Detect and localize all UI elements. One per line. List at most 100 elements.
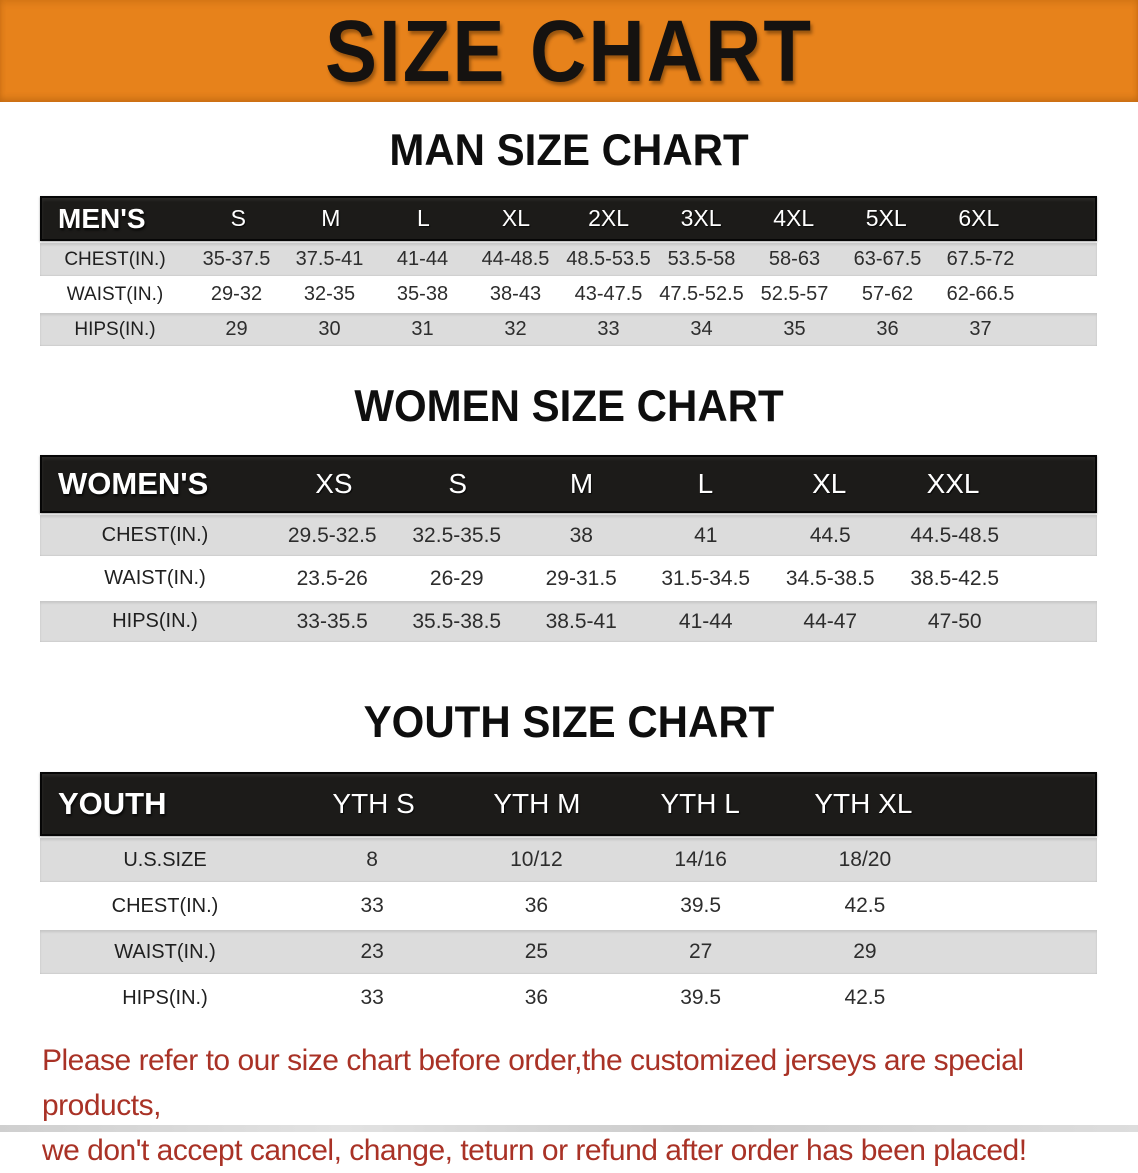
women-column-header: S (448, 468, 468, 499)
youth-row-label: WAIST(IN.) (114, 940, 216, 963)
men-column-header: 6XL (958, 205, 1000, 231)
youth-value-cell: 33 (360, 894, 384, 917)
men-section-heading: MAN SIZE CHART (389, 124, 749, 175)
women-value-cell: 44-47 (803, 609, 858, 633)
youth-value-cell: 39.5 (680, 894, 722, 917)
men-column-header: 5XL (865, 205, 907, 231)
men-table-header-row: MEN'S S M L XL 2XL 3XL 4XL 5XL 6XL (40, 196, 1097, 241)
women-column-header: XS (315, 468, 353, 499)
men-value-cell: 67.5-72 (946, 248, 1015, 270)
youth-section-heading: YOUTH SIZE CHART (363, 696, 775, 747)
youth-table-header-row: YOUTH YTH S YTH M YTH L YTH XL (40, 772, 1097, 836)
men-value-cell: 48.5-53.5 (566, 248, 651, 270)
size-chart-banner: SIZE CHART (0, 0, 1138, 102)
disclaimer-text: Please refer to our size chart before or… (0, 1038, 1138, 1173)
women-value-cell: 38.5-41 (545, 609, 617, 633)
men-value-cell: 38-43 (489, 283, 542, 305)
banner-title: SIZE CHART (325, 1, 813, 100)
disclaimer-line-2: we don't accept cancel, change, teturn o… (42, 1134, 1027, 1167)
women-row-label: CHEST(IN.) (101, 524, 209, 546)
women-value-cell: 44.5-48.5 (910, 523, 1000, 547)
youth-value-cell: 18/20 (838, 848, 892, 871)
youth-value-cell: 33 (360, 986, 384, 1009)
youth-size-table: YOUTH YTH S YTH M YTH L YTH XL U.S.SIZE 8 10/12… (40, 772, 1097, 1020)
youth-value-cell: 36 (524, 986, 549, 1009)
youth-value-cell: 10/12 (510, 848, 563, 871)
women-value-cell: 23.5-26 (296, 566, 368, 590)
men-value-cell: 44-48.5 (481, 248, 550, 270)
men-corner-label: MEN'S (58, 202, 146, 234)
youth-value-cell: 25 (524, 940, 549, 963)
men-row-label: HIPS(IN.) (74, 318, 156, 340)
youth-value-cell: 42.5 (844, 986, 886, 1009)
women-table-row: CHEST(IN.) 29.5-32.5 32.5-35.5 38 41 44.5 44.5… (40, 515, 1097, 556)
women-size-table: WOMEN'S XS S M L XL XXL CHEST(IN.) 29.5-32.5 32.5… (40, 455, 1097, 642)
men-value-cell: 53.5-58 (667, 248, 736, 270)
youth-value-cell: 27 (688, 940, 713, 963)
men-value-cell: 29 (225, 318, 248, 340)
youth-corner-label: YOUTH (58, 786, 167, 821)
men-value-cell: 35-38 (396, 283, 449, 305)
bottom-edge-strip (0, 1125, 1138, 1132)
men-value-cell: 30 (318, 318, 341, 340)
youth-column-header: YTH XL (814, 788, 913, 819)
women-value-cell: 29-31.5 (545, 566, 617, 590)
men-value-cell: 47.5-52.5 (659, 283, 744, 305)
youth-value-cell: 42.5 (844, 894, 886, 917)
women-value-cell: 31.5-34.5 (661, 566, 751, 590)
men-value-cell: 63-67.5 (853, 248, 922, 270)
men-value-cell: 35-37.5 (202, 248, 271, 270)
men-table-row: WAIST(IN.) 29-32 32-35 35-38 38-43 43-47.5 47.… (40, 278, 1097, 311)
men-column-header: 4XL (773, 205, 815, 231)
youth-row-label: CHEST(IN.) (111, 894, 219, 917)
women-section: WOMEN SIZE CHART WOMEN'S XS S M L XL XXL CHEST(… (0, 380, 1138, 642)
women-value-cell: 32.5-35.5 (412, 523, 502, 547)
youth-value-cell: 14/16 (674, 848, 727, 871)
disclaimer-line-1: Please refer to our size chart before or… (42, 1044, 1024, 1122)
women-table-row: HIPS(IN.) 33-35.5 35.5-38.5 38.5-41 41-44 44-… (40, 601, 1097, 642)
youth-table-row: HIPS(IN.) 33 36 39.5 42.5 (40, 976, 1097, 1020)
youth-value-cell: 29 (853, 940, 877, 963)
women-corner-label: WOMEN'S (58, 466, 209, 501)
men-column-header: XL (501, 205, 531, 231)
men-value-cell: 34 (690, 318, 713, 340)
men-row-label: WAIST(IN.) (66, 283, 164, 305)
women-value-cell: 29.5-32.5 (287, 523, 377, 547)
youth-table-row: U.S.SIZE 8 10/12 14/16 18/20 (40, 838, 1097, 882)
men-value-cell: 31 (411, 318, 434, 340)
women-column-header: L (697, 468, 714, 499)
men-value-cell: 32-35 (303, 283, 356, 305)
women-section-heading: WOMEN SIZE CHART (354, 380, 784, 431)
women-value-cell: 38.5-42.5 (910, 566, 1000, 590)
youth-row-label: U.S.SIZE (123, 848, 207, 871)
women-value-cell: 44.5 (809, 523, 851, 547)
men-row-label: CHEST(IN.) (64, 248, 166, 270)
women-table-row: WAIST(IN.) 23.5-26 26-29 29-31.5 31.5-34.5 34… (40, 558, 1097, 599)
men-table-row: HIPS(IN.) 29 30 31 32 33 34 35 36 37 (40, 313, 1097, 346)
men-value-cell: 58-63 (768, 248, 821, 270)
youth-table-row: CHEST(IN.) 33 36 39.5 42.5 (40, 884, 1097, 928)
women-value-cell: 33-35.5 (296, 609, 368, 633)
women-value-cell: 41 (694, 523, 718, 547)
youth-section: YOUTH SIZE CHART YOUTH YTH S YTH M YTH L YTH… (0, 696, 1138, 1020)
youth-column-header: YTH L (660, 788, 740, 819)
men-value-cell: 37.5-41 (295, 248, 364, 270)
men-value-cell: 52.5-57 (760, 283, 829, 305)
men-column-header: 2XL (588, 205, 629, 231)
men-table-row: CHEST(IN.) 35-37.5 37.5-41 41-44 44-48.5 48.5… (40, 243, 1097, 276)
women-value-cell: 34.5-38.5 (785, 566, 875, 590)
youth-column-header: YTH S (332, 788, 415, 819)
youth-value-cell: 36 (524, 894, 549, 917)
women-row-label: WAIST(IN.) (104, 567, 206, 589)
men-column-header: S (230, 205, 246, 231)
men-value-cell: 62-66.5 (946, 283, 1015, 305)
women-column-header: M (569, 468, 594, 499)
women-value-cell: 26-29 (429, 566, 484, 590)
men-size-table: MEN'S S M L XL 2XL 3XL 4XL 5XL 6XL CHEST(IN.) 35-37… (40, 196, 1097, 346)
men-column-header: M (321, 205, 341, 231)
men-value-cell: 36 (876, 318, 899, 340)
youth-table-row: WAIST(IN.) 23 25 27 29 (40, 930, 1097, 974)
men-value-cell: 32 (504, 318, 527, 340)
youth-value-cell: 39.5 (680, 986, 722, 1009)
men-value-cell: 37 (969, 318, 992, 340)
